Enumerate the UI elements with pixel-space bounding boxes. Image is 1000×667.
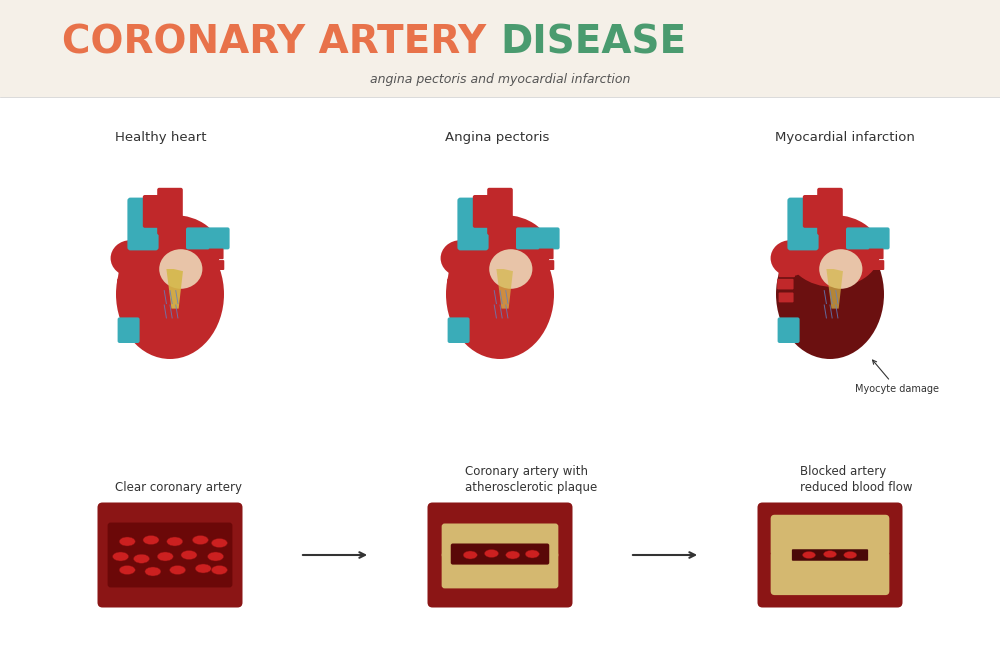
Text: Coronary artery with
atherosclerotic plaque: Coronary artery with atherosclerotic pla… [465, 465, 597, 494]
FancyBboxPatch shape [127, 197, 159, 250]
Text: angina pectoris and myocardial infarction: angina pectoris and myocardial infarctio… [370, 73, 630, 85]
Ellipse shape [776, 229, 884, 359]
FancyBboxPatch shape [457, 197, 489, 250]
Ellipse shape [484, 550, 498, 558]
Text: Myocardial infarction: Myocardial infarction [775, 131, 915, 143]
FancyBboxPatch shape [442, 552, 558, 588]
FancyBboxPatch shape [817, 188, 843, 235]
FancyBboxPatch shape [869, 249, 884, 259]
FancyBboxPatch shape [449, 267, 465, 277]
Polygon shape [826, 269, 843, 309]
FancyBboxPatch shape [473, 195, 495, 228]
Ellipse shape [181, 550, 197, 560]
Ellipse shape [143, 536, 159, 544]
Ellipse shape [145, 567, 161, 576]
FancyBboxPatch shape [118, 317, 140, 343]
Ellipse shape [211, 566, 227, 574]
Ellipse shape [111, 240, 150, 276]
FancyBboxPatch shape [119, 293, 134, 302]
FancyBboxPatch shape [143, 195, 165, 228]
Ellipse shape [802, 552, 816, 558]
FancyBboxPatch shape [779, 267, 795, 277]
Text: Clear coronary artery: Clear coronary artery [115, 481, 242, 494]
FancyBboxPatch shape [846, 227, 890, 249]
Ellipse shape [457, 215, 550, 287]
Ellipse shape [170, 566, 186, 574]
Ellipse shape [463, 551, 477, 559]
Ellipse shape [826, 199, 842, 209]
FancyBboxPatch shape [97, 502, 242, 608]
Ellipse shape [496, 199, 512, 209]
FancyBboxPatch shape [157, 188, 183, 235]
FancyBboxPatch shape [758, 502, 903, 608]
FancyBboxPatch shape [0, 0, 1000, 97]
FancyBboxPatch shape [779, 293, 794, 302]
FancyBboxPatch shape [448, 317, 470, 343]
FancyBboxPatch shape [487, 188, 513, 235]
FancyBboxPatch shape [516, 227, 560, 249]
Text: Blocked artery
reduced blood flow: Blocked artery reduced blood flow [800, 465, 912, 494]
FancyBboxPatch shape [449, 293, 464, 302]
FancyBboxPatch shape [451, 544, 549, 564]
Ellipse shape [195, 564, 211, 573]
FancyBboxPatch shape [447, 279, 464, 289]
Ellipse shape [119, 566, 135, 574]
Ellipse shape [844, 552, 857, 558]
FancyBboxPatch shape [186, 227, 230, 249]
FancyBboxPatch shape [787, 197, 819, 250]
FancyBboxPatch shape [771, 515, 889, 556]
Ellipse shape [506, 551, 520, 559]
Ellipse shape [116, 229, 224, 359]
Ellipse shape [192, 536, 208, 544]
Text: CORONARY ARTERY: CORONARY ARTERY [62, 23, 500, 61]
Polygon shape [496, 269, 513, 309]
Ellipse shape [211, 538, 227, 548]
FancyBboxPatch shape [442, 524, 558, 558]
Text: Angina pectoris: Angina pectoris [445, 131, 549, 143]
Text: DISEASE: DISEASE [500, 23, 686, 61]
Ellipse shape [441, 240, 480, 276]
Ellipse shape [167, 537, 183, 546]
FancyBboxPatch shape [803, 195, 825, 228]
FancyBboxPatch shape [117, 279, 134, 289]
FancyBboxPatch shape [119, 267, 135, 277]
Ellipse shape [771, 240, 810, 276]
Ellipse shape [489, 249, 532, 289]
FancyBboxPatch shape [792, 549, 868, 561]
FancyBboxPatch shape [211, 260, 224, 270]
FancyBboxPatch shape [871, 260, 884, 270]
Ellipse shape [208, 552, 224, 561]
Ellipse shape [824, 551, 837, 558]
Polygon shape [166, 269, 183, 309]
FancyBboxPatch shape [541, 260, 554, 270]
FancyBboxPatch shape [539, 249, 554, 259]
Ellipse shape [113, 552, 129, 561]
FancyBboxPatch shape [777, 279, 794, 289]
Text: Healthy heart: Healthy heart [115, 131, 207, 143]
Ellipse shape [166, 199, 182, 209]
FancyBboxPatch shape [209, 249, 224, 259]
Ellipse shape [127, 215, 220, 287]
Ellipse shape [157, 552, 173, 561]
FancyBboxPatch shape [778, 317, 800, 343]
Ellipse shape [159, 249, 202, 289]
FancyBboxPatch shape [771, 551, 889, 595]
Ellipse shape [446, 229, 554, 359]
FancyBboxPatch shape [428, 502, 572, 608]
Ellipse shape [787, 215, 880, 287]
Text: Myocyte damage: Myocyte damage [855, 360, 939, 394]
Ellipse shape [525, 550, 539, 558]
Ellipse shape [134, 554, 150, 563]
FancyBboxPatch shape [108, 522, 232, 588]
Ellipse shape [819, 249, 862, 289]
Ellipse shape [119, 537, 135, 546]
